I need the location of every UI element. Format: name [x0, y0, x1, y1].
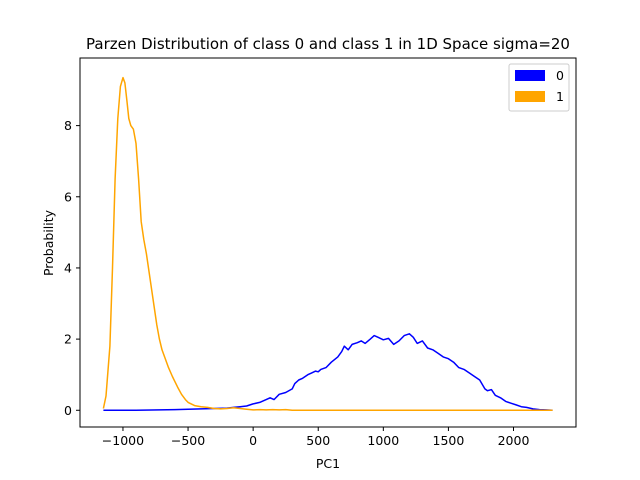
- y-tick-label: 4: [64, 260, 72, 275]
- legend-swatch-1: [515, 91, 545, 102]
- legend-label-1: 1: [556, 89, 564, 104]
- x-tick-label: −1000: [102, 433, 144, 448]
- series-line-0: [103, 333, 553, 412]
- y-axis: 0 2 4 6 8: [64, 118, 80, 418]
- legend: 01: [508, 63, 570, 112]
- x-tick-label: 1000: [367, 433, 399, 448]
- x-tick-label: 2000: [498, 433, 530, 448]
- y-tick-label: 6: [64, 189, 72, 204]
- legend-swatch-0: [515, 70, 545, 81]
- chart-title: Parzen Distribution of class 0 and class…: [86, 35, 570, 53]
- x-tick-label: −500: [171, 433, 205, 448]
- axes-frame: [79, 57, 577, 428]
- x-axis: −1000 −500 0 500 1000 1500 2000: [102, 427, 530, 448]
- y-tick-label: 8: [64, 118, 72, 133]
- x-tick-label: 0: [249, 433, 257, 448]
- x-axis-label: PC1: [316, 456, 340, 471]
- y-tick-label: 2: [64, 332, 72, 347]
- plot-area: [102, 76, 553, 412]
- legend-label-0: 0: [556, 68, 564, 83]
- x-tick-label: 1500: [433, 433, 465, 448]
- x-tick-label: 500: [306, 433, 330, 448]
- y-axis-label: Probability: [41, 209, 56, 276]
- y-tick-label: 0: [64, 403, 72, 418]
- series-line-1: [102, 76, 553, 412]
